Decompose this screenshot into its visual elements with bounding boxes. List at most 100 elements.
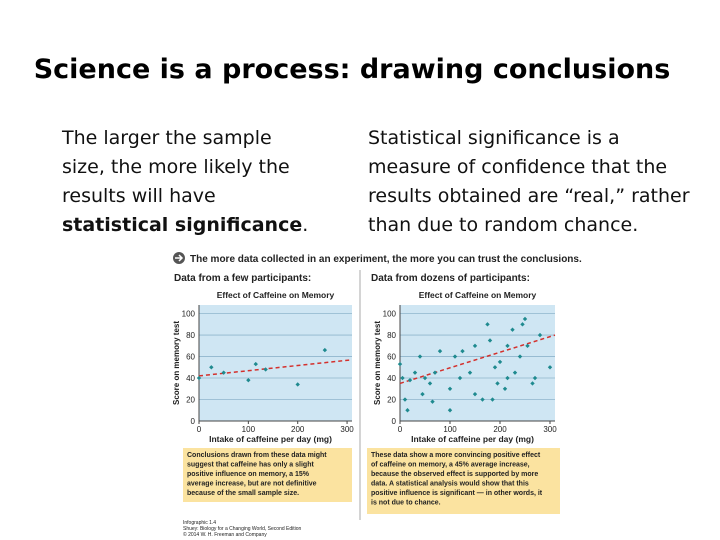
point: [295, 382, 300, 387]
point: [417, 354, 423, 359]
point: [485, 322, 490, 327]
text-line: statistical significance.: [62, 214, 308, 236]
x-tick-label: 0: [398, 425, 403, 434]
caption-line: positive influence on memory, a 15%: [187, 471, 310, 478]
point: [505, 375, 510, 381]
caption-box: [367, 448, 560, 514]
banner: The more data collected in an experiment…: [190, 254, 582, 265]
caption-line: positive influence is significant — in o…: [371, 490, 543, 497]
caption-line: Conclusions drawn from these data might: [187, 452, 327, 459]
y-tick-label: 60: [186, 353, 195, 362]
point: [492, 365, 498, 370]
text-line: than due to random chance.: [368, 214, 638, 236]
point: [502, 386, 508, 391]
text-line: results will have: [62, 185, 216, 207]
x-tick-label: 200: [493, 425, 507, 434]
y-tick-label: 0: [191, 417, 196, 426]
caption-line: These data show a more convincing positi…: [371, 452, 541, 459]
plot-area: [400, 305, 555, 421]
point: [405, 408, 410, 413]
point: [447, 408, 453, 413]
point: [490, 397, 495, 402]
left-text: The larger the sample size, the more lik…: [61, 127, 308, 236]
chart-title: Effect of Caffeine on Memory: [419, 290, 537, 300]
point: [495, 381, 500, 386]
caption-line: because of the small sample size.: [187, 490, 299, 497]
point: [427, 381, 433, 386]
y-tick-label: 100: [182, 310, 196, 319]
point: [447, 386, 453, 391]
point: [505, 343, 510, 349]
caption-line: is not due to chance.: [371, 500, 441, 507]
point: [487, 338, 493, 343]
point: [547, 365, 553, 370]
point: [246, 377, 251, 383]
point: [517, 354, 523, 359]
chart-title: Effect of Caffeine on Memory: [217, 290, 335, 300]
caption-line: data. A statistical analysis would show …: [371, 481, 529, 488]
point: [400, 375, 405, 381]
point: [460, 348, 465, 354]
trend-line: [399, 334, 556, 385]
y-tick-label: 20: [186, 396, 195, 405]
x-tick-label: 300: [340, 425, 354, 434]
text-line: results obtained are “real,” rather: [368, 185, 690, 207]
point: [537, 332, 543, 338]
point: [457, 375, 463, 381]
point: [263, 367, 268, 372]
caption-line: average increase, but are not definitive: [187, 481, 317, 488]
point: [530, 381, 535, 386]
x-axis-label: Intake of caffeine per day (mg): [411, 434, 534, 444]
y-tick-label: 20: [387, 396, 396, 405]
point: [221, 370, 226, 375]
text-line: size, the more likely the: [62, 156, 290, 178]
text-line: Statistical significance is a: [368, 127, 620, 149]
point: [253, 361, 258, 367]
point: [437, 348, 443, 354]
point: [497, 359, 503, 365]
chart-header: Data from a few participants:: [174, 273, 311, 284]
x-tick-label: 100: [443, 425, 457, 434]
bold-term: statistical significance: [62, 214, 302, 236]
arrow-glyph: [175, 254, 184, 262]
caption-line: suggest that caffeine has only a slight: [187, 462, 314, 469]
x-tick-label: 0: [197, 425, 202, 434]
y-tick-label: 80: [186, 331, 195, 340]
point: [412, 370, 418, 375]
trend-line: [198, 359, 353, 377]
point: [472, 391, 478, 397]
point: [422, 375, 428, 381]
point: [209, 365, 214, 370]
x-tick-label: 200: [291, 425, 305, 434]
point: [480, 397, 485, 402]
point: [407, 377, 413, 383]
point: [397, 361, 403, 367]
point: [420, 391, 425, 397]
x-axis-label: Intake of caffeine per day (mg): [209, 434, 332, 444]
right-text: Statistical significance is a measure of…: [368, 127, 690, 236]
credit-line: Infographic 1.4: [183, 520, 216, 526]
point: [525, 343, 530, 349]
y-tick-label: 80: [387, 331, 396, 340]
chart-header: Data from dozens of participants:: [371, 273, 530, 284]
point: [432, 370, 438, 375]
point: [452, 354, 458, 359]
point: [402, 397, 408, 402]
y-tick-label: 0: [392, 417, 397, 426]
point: [467, 370, 473, 375]
point: [522, 316, 528, 322]
caption-line: because the observed effect is supported…: [371, 471, 538, 478]
credit: Infographic 1.4 Shuey: Biology for a Cha…: [183, 520, 302, 538]
y-tick-label: 60: [387, 353, 396, 362]
caption-box: [183, 448, 352, 502]
x-tick-label: 100: [242, 425, 256, 434]
credit-line: Shuey: Biology for a Changing World, Sec…: [183, 526, 302, 532]
point: [532, 375, 538, 381]
punct: .: [302, 214, 308, 236]
point: [322, 347, 328, 353]
caption-line: of caffeine on memory, a 45% average inc…: [371, 462, 530, 469]
y-tick-label: 40: [387, 374, 396, 383]
y-tick-label: 40: [186, 374, 195, 383]
point: [472, 343, 478, 349]
